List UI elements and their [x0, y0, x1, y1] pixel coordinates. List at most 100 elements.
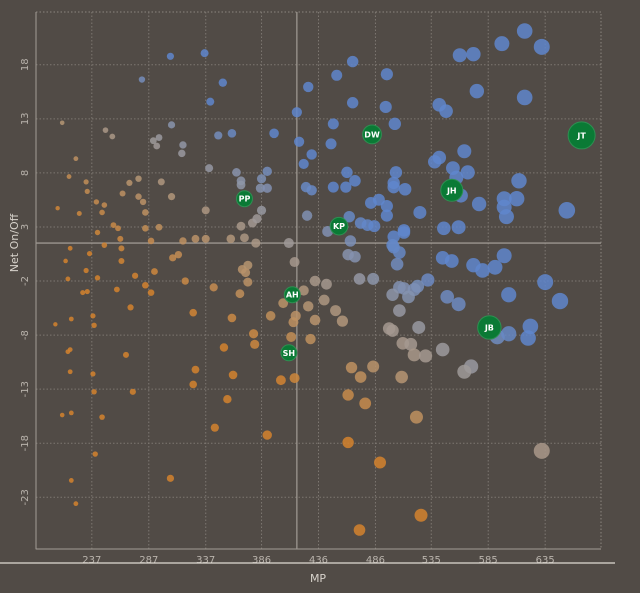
data-point [269, 128, 279, 139]
data-point [191, 365, 200, 374]
data-point [404, 337, 418, 351]
data-point [291, 107, 302, 118]
data-point [380, 68, 393, 81]
x-tick-label: 585 [479, 555, 498, 566]
y-tick-label: -2 [20, 276, 31, 286]
data-point [142, 224, 149, 232]
data-point [301, 210, 313, 221]
data-point [389, 166, 403, 179]
data-point [276, 375, 286, 386]
data-point [151, 268, 158, 275]
data-point [331, 69, 343, 81]
data-point [84, 188, 90, 194]
data-point [218, 78, 228, 87]
data-point [219, 343, 229, 352]
data-point [343, 210, 355, 223]
data-point [83, 179, 89, 185]
data-point [487, 259, 503, 275]
x-tick-label: 535 [422, 555, 441, 566]
data-point [398, 182, 412, 196]
data-point [262, 183, 272, 193]
data-point [226, 234, 236, 244]
data-point [498, 209, 514, 225]
data-point [551, 292, 569, 310]
data-point [101, 242, 108, 248]
data-point [289, 373, 300, 384]
data-point [353, 273, 366, 285]
data-point [126, 179, 133, 187]
data-point [91, 322, 97, 329]
data-point [533, 38, 550, 55]
data-point [243, 277, 253, 287]
data-point [201, 206, 210, 215]
data-point [414, 508, 428, 522]
data-point [119, 190, 126, 197]
data-point [289, 257, 300, 268]
highlighted-point [567, 121, 596, 150]
data-point [386, 288, 399, 301]
data-point [418, 349, 433, 363]
data-point [397, 226, 411, 239]
data-point [353, 524, 366, 536]
data-point [475, 263, 490, 278]
data-point [127, 304, 134, 311]
data-point [118, 257, 125, 264]
data-point [346, 55, 359, 68]
data-point [283, 238, 294, 249]
x-tick-label: 436 [309, 555, 328, 566]
x-tick-label: 287 [139, 555, 158, 566]
data-point [73, 156, 79, 162]
data-point [157, 178, 165, 186]
points-layer [53, 23, 576, 536]
data-point [65, 276, 71, 282]
data-point [117, 235, 124, 242]
data-point [318, 294, 330, 306]
data-point [520, 330, 536, 346]
data-point [349, 175, 361, 187]
data-point [115, 225, 121, 232]
data-point [251, 238, 261, 248]
data-point [181, 277, 189, 285]
data-point [93, 199, 100, 205]
data-point [174, 250, 183, 259]
data-point [451, 220, 466, 235]
data-point [235, 289, 245, 299]
data-point [516, 89, 533, 106]
data-point [113, 286, 120, 293]
y-tick-label: 3 [20, 224, 31, 230]
player-label: PP [239, 195, 251, 204]
data-point [346, 97, 359, 109]
data-point [227, 313, 237, 323]
x-tick-label: 486 [366, 555, 385, 566]
data-point [412, 320, 426, 334]
data-point [63, 258, 68, 264]
data-point [68, 410, 74, 416]
data-point [102, 127, 109, 133]
data-point [294, 136, 305, 147]
player-label: JB [484, 323, 494, 332]
data-point [444, 254, 459, 268]
player-label: JT [576, 131, 586, 140]
data-point [305, 333, 316, 345]
highlighted-point [283, 286, 301, 304]
data-point [367, 272, 380, 285]
data-point [118, 245, 125, 252]
data-point [380, 209, 393, 222]
data-point [84, 288, 90, 295]
data-point [76, 211, 82, 217]
data-point [232, 168, 241, 177]
data-point [342, 389, 354, 401]
data-point [344, 235, 357, 247]
data-point [59, 120, 65, 126]
data-point [240, 233, 249, 243]
data-point [169, 254, 177, 262]
data-point [99, 414, 105, 420]
data-point [94, 229, 101, 236]
data-point [501, 287, 517, 303]
data-point [132, 272, 139, 279]
data-point [421, 273, 435, 287]
y-tick-label: 13 [20, 112, 31, 125]
data-point [303, 301, 314, 312]
data-point [440, 290, 455, 304]
player-label: SH [283, 349, 295, 358]
